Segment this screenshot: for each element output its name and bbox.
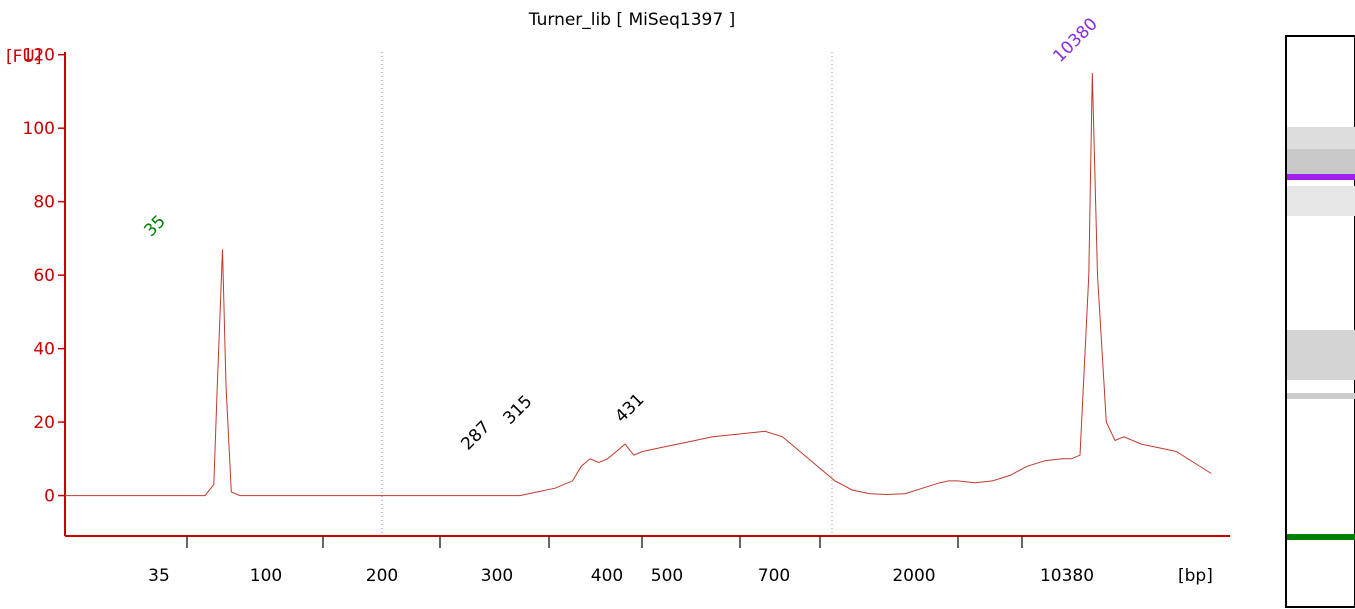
x-tick-label: 400 [591, 566, 623, 586]
gel-band [1287, 186, 1355, 216]
chart-title: Turner_lib [ MiSeq1397 ] [528, 10, 735, 30]
gel-band [1287, 149, 1355, 174]
peak-label: 35 [140, 212, 169, 241]
gel-band [1287, 127, 1355, 149]
y-axis-label: [FU] [6, 47, 42, 67]
gel-marker-lower [1287, 534, 1355, 540]
y-tick-label: 20 [33, 413, 55, 433]
trace-series [65, 73, 1212, 497]
gel-band [1287, 393, 1355, 399]
gel-marker-upper [1287, 174, 1355, 180]
x-tick-label: 35 [148, 566, 170, 586]
grid-lines [381, 52, 833, 536]
peak-label: 287 [457, 417, 494, 454]
y-tick-label: 80 [33, 193, 55, 213]
trace-line [65, 73, 1212, 497]
x-tick-label: 500 [651, 566, 683, 586]
gel-lane-frame [1285, 35, 1355, 608]
x-tick-label: 300 [481, 566, 513, 586]
gel-lane [1285, 35, 1355, 608]
x-tick-label: 10380 [1040, 566, 1094, 586]
peak-label: 315 [499, 392, 536, 429]
y-tick-label: 100 [23, 119, 55, 139]
y-tick-label: 0 [44, 487, 55, 507]
y-tick-label: 40 [33, 340, 55, 360]
x-tick-label: 700 [758, 566, 790, 586]
x-axis-label: [bp] [1178, 566, 1213, 586]
axis-ticks: 0 20 40 60 80 100 120 35 100 200 300 400 500 700 2000 1… [23, 46, 1095, 586]
gel-band [1287, 330, 1355, 380]
y-tick-label: 60 [33, 266, 55, 286]
axes [64, 52, 1230, 537]
y-tick-label: 120 [23, 46, 55, 66]
x-tick-label: 2000 [892, 566, 935, 586]
x-tick-label: 200 [366, 566, 398, 586]
peak-label: 431 [611, 390, 648, 427]
x-tick-label: 100 [250, 566, 282, 586]
peak-label: 10380 [1049, 14, 1101, 66]
